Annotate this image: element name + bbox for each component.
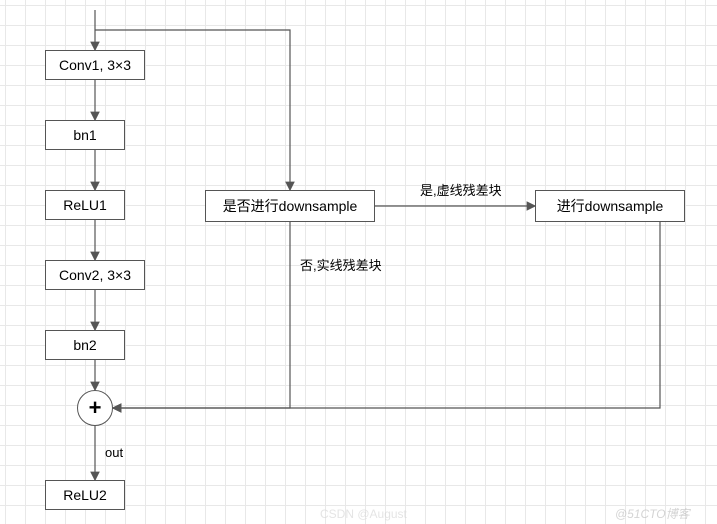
sum-node: + — [77, 390, 113, 426]
edge-label-yes: 是,虚线残差块 — [420, 180, 502, 199]
node-conv1-label: Conv1, 3×3 — [59, 57, 131, 73]
edge-label-no: 否,实线残差块 — [300, 255, 382, 274]
edge-label-out: out — [105, 445, 123, 460]
node-bn1-label: bn1 — [73, 127, 96, 143]
node-relu2-label: ReLU2 — [63, 487, 107, 503]
node-decide-label: 是否进行downsample — [223, 196, 358, 216]
node-decide-downsample: 是否进行downsample — [205, 190, 375, 222]
node-bn2-label: bn2 — [73, 337, 96, 353]
arrow-downsample-to-plus — [113, 222, 660, 408]
watermark-csdn: CSDN @August — [320, 507, 407, 521]
node-relu1-label: ReLU1 — [63, 197, 107, 213]
node-bn2: bn2 — [45, 330, 125, 360]
node-conv1: Conv1, 3×3 — [45, 50, 145, 80]
node-do-downsample: 进行downsample — [535, 190, 685, 222]
sum-node-label: + — [89, 395, 102, 421]
node-relu2: ReLU2 — [45, 480, 125, 510]
node-downsample-label: 进行downsample — [557, 196, 664, 216]
watermark-51cto: @51CTO博客 — [615, 505, 690, 522]
node-conv2: Conv2, 3×3 — [45, 260, 145, 290]
node-relu1: ReLU1 — [45, 190, 125, 220]
arrow-decide-no-to-plus — [113, 222, 290, 408]
node-conv2-label: Conv2, 3×3 — [59, 267, 131, 283]
node-bn1: bn1 — [45, 120, 125, 150]
